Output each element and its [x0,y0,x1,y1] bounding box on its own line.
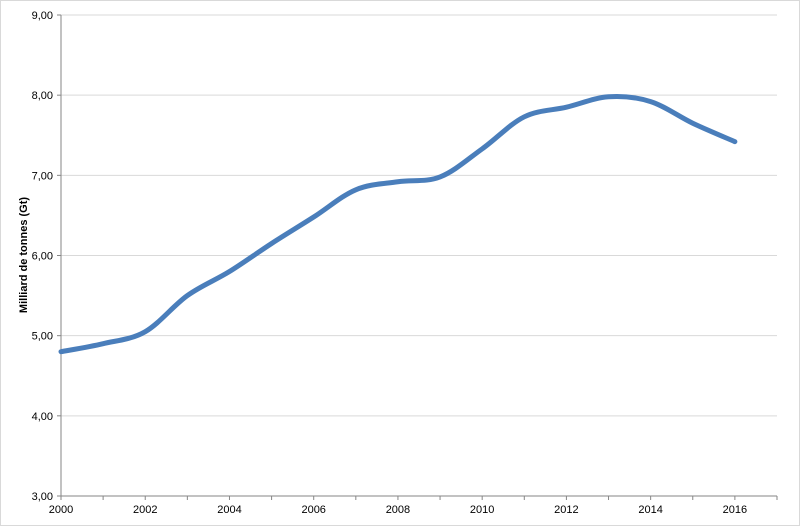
series-line [58,94,738,355]
x-tick-label: 2006 [301,504,325,516]
x-tick-label: 2000 [49,504,73,516]
y-tick-label: 6,00 [32,251,53,263]
y-tick-label: 4,00 [32,411,53,423]
x-tick-label: 2012 [554,504,578,516]
y-tick-labels: 3,00 4,00 5,00 6,00 7,00 8,00 9,00 [32,10,53,503]
x-tick-label: 2004 [217,504,241,516]
x-tick-label: 2016 [723,504,747,516]
y-axis-title: Milliard de tonnes (Gt) [18,197,30,313]
series-layer [58,94,738,355]
y-tick-label: 8,00 [32,90,53,102]
x-tick-label: 2008 [386,504,410,516]
y-tick-label: 7,00 [32,170,53,182]
y-tick-label: 5,00 [32,331,53,343]
x-tick-label: 2014 [638,504,662,516]
x-tick-label: 2010 [470,504,494,516]
x-tick-labels: 2000 2002 2004 2006 2008 2010 2012 2014 2016 [49,504,747,516]
x-tick-label: 2002 [133,504,157,516]
y-tick-label: 9,00 [32,10,53,22]
gridlines [61,14,777,417]
y-tick-label: 3,00 [32,491,53,503]
axes [57,14,778,500]
